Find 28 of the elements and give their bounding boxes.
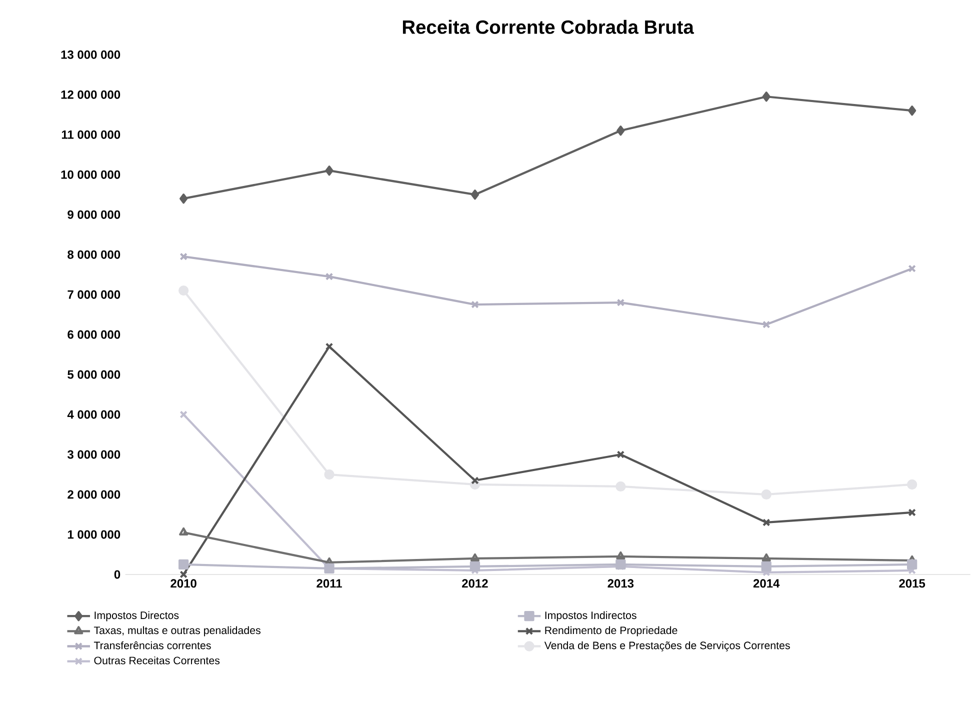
x-tick-label: 2012	[462, 579, 488, 588]
y-tick-label: 12 000 000	[61, 90, 120, 100]
y-tick-label: 1 000 000	[68, 530, 120, 539]
y-tick-label: 0	[114, 570, 120, 579]
y-tick-label: 10 000 000	[61, 170, 120, 179]
y-tick-label: 11 000 000	[62, 130, 120, 139]
legend-label: Rendimento de Propriedade	[545, 626, 678, 636]
y-tick-label: 3 000 000	[67, 450, 120, 459]
y-tick-label: 2 000 000	[68, 490, 120, 499]
chart-title: Receita Corrente Cobrada Bruta	[402, 20, 694, 34]
x-tick-label: 2013	[608, 579, 634, 588]
y-tick-label: 9 000 000	[68, 210, 120, 219]
legend-label: Venda de Bens e Prestações de Serviços Correntes	[544, 642, 790, 652]
legend-label: Impostos Indirectos	[545, 611, 636, 622]
y-tick-label: 8 000 000	[68, 250, 120, 259]
legend-label: Transferências correntes	[94, 642, 211, 650]
x-tick-label: 2010	[170, 579, 196, 588]
legend-label: Taxas, multas e outras penalidades	[94, 626, 260, 636]
x-tick-label: 2011	[316, 579, 342, 588]
y-tick-label: 7 000 000	[68, 290, 120, 299]
x-tick-label: 2014	[753, 579, 780, 588]
y-tick-label: 4 000 000	[67, 410, 120, 419]
y-tick-label: 13 000 000	[61, 50, 120, 60]
legend-label: Impostos Directos	[94, 611, 179, 622]
legend-label: Outras Receitas Correntes	[94, 656, 220, 664]
x-tick-label: 2015	[899, 579, 926, 588]
y-tick-label: 6 000 000	[68, 330, 120, 339]
y-tick-label: 5 000 000	[68, 370, 120, 379]
